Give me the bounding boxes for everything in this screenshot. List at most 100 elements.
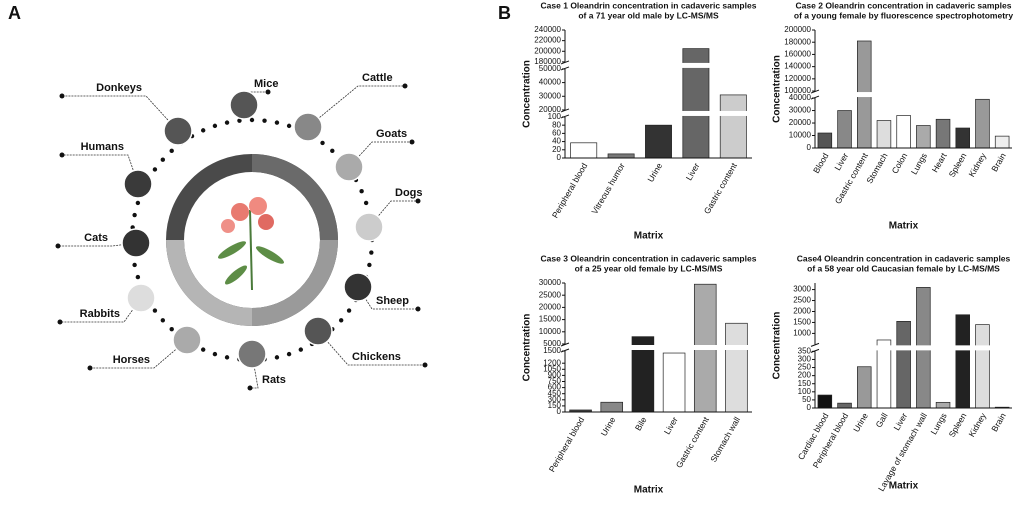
panel-label: B	[498, 3, 511, 23]
y-tick-label: 1000	[793, 329, 811, 338]
bar	[955, 127, 970, 149]
ring-dot	[274, 355, 280, 360]
ring-dot	[367, 262, 372, 268]
y-tick-label: 40000	[789, 93, 812, 102]
leader-line	[90, 339, 188, 369]
animal-node	[237, 339, 267, 369]
chart-title: Case 2 Oleandrin concentration in cadave…	[796, 0, 1012, 10]
panel-label: A	[8, 3, 21, 23]
y-tick-label: 250	[798, 363, 812, 372]
y-tick-label: 300	[798, 355, 812, 364]
ring-dot	[338, 318, 344, 323]
ring-dot	[169, 148, 174, 154]
chart-title: Case 3 Oleandrin concentration in cadave…	[541, 253, 757, 263]
ring-dot	[200, 128, 206, 133]
leader-line	[368, 200, 418, 228]
y-tick-label: 20000	[789, 118, 812, 127]
y-tick-label: 30000	[789, 106, 812, 115]
leader-end	[57, 319, 63, 325]
y-tick-label: 1500	[543, 346, 561, 355]
y-tick-label: 1200	[543, 358, 561, 367]
ring-dot	[369, 250, 374, 255]
leader-line	[348, 141, 412, 168]
ring-dot	[160, 157, 166, 162]
y-tick-label: 1500	[793, 318, 811, 327]
flower	[218, 197, 284, 291]
ring-dot	[169, 326, 174, 332]
animal-node	[293, 112, 323, 142]
leader-end	[415, 198, 421, 204]
ring-dot	[237, 118, 242, 123]
ring-dot	[212, 351, 218, 357]
chart-title: Case 1 Oleandrin concentration in cadave…	[541, 0, 757, 10]
y-tick-label: 200000	[534, 46, 561, 55]
ring-dot	[359, 188, 364, 194]
y-tick-label: 900	[548, 371, 562, 380]
animal-label: Cattle	[362, 72, 393, 84]
animal-node	[334, 152, 364, 182]
ring-dot	[135, 200, 141, 206]
ring-dot	[298, 347, 304, 352]
y-tick-label: 200000	[784, 25, 811, 34]
animal-label: Sheep	[376, 295, 409, 307]
y-tick-label: 100	[798, 387, 812, 396]
bar	[935, 401, 951, 409]
animal-node	[229, 90, 259, 120]
bar	[955, 314, 970, 409]
animal-node	[303, 316, 333, 346]
animal-label: Rats	[262, 374, 286, 386]
leader-end	[409, 139, 415, 145]
leader-line	[250, 353, 259, 389]
bar	[645, 124, 672, 159]
ring-dot	[212, 123, 218, 129]
x-axis-label: Matrix	[889, 481, 919, 492]
y-tick-label: 450	[548, 389, 562, 398]
y-tick-label: 0	[557, 407, 562, 416]
bar	[837, 110, 852, 149]
axis-break	[559, 110, 754, 116]
ring-dot	[286, 123, 292, 129]
animal-label: Humans	[81, 141, 124, 153]
y-tick-label: 80	[552, 120, 561, 129]
y-tick-label: 240000	[534, 25, 561, 34]
animal-label: Cats	[84, 232, 108, 244]
bar	[725, 322, 748, 413]
axis-break	[809, 345, 1014, 351]
ring-dot	[132, 212, 137, 218]
ring-dot	[274, 120, 280, 125]
leader-end	[422, 362, 428, 368]
x-axis-label: Matrix	[634, 231, 664, 242]
axis-break	[559, 62, 754, 68]
leader-end	[59, 152, 65, 158]
y-tick-label: 50000	[539, 64, 562, 73]
y-tick-label: 25000	[539, 290, 562, 299]
bar	[896, 115, 911, 149]
y-tick-label: 15000	[539, 315, 562, 324]
y-tick-label: 600	[548, 383, 562, 392]
y-tick-label: 0	[557, 153, 562, 162]
animal-node	[163, 116, 193, 146]
y-tick-label: 150	[798, 379, 812, 388]
y-tick-label: 2500	[793, 296, 811, 305]
y-tick-label: 120000	[784, 74, 811, 83]
chart-title: of a 25 year old female by LC-MS/MS	[575, 263, 723, 273]
animal-label: Rabbits	[80, 308, 120, 320]
y-tick-label: 50	[802, 395, 811, 404]
leader-end	[55, 243, 61, 249]
animal-label: Dogs	[395, 187, 423, 199]
y-tick-label: 20000	[539, 105, 562, 114]
ring-dot	[224, 355, 230, 360]
y-tick-label: 40	[552, 137, 561, 146]
chart-title: Case4 Oleandrin concentration in cadaver…	[797, 253, 1011, 263]
y-tick-label: 180000	[534, 57, 561, 66]
leader-end	[59, 93, 65, 99]
bar	[935, 118, 951, 149]
animal-label: Donkeys	[96, 82, 142, 94]
ring-dot	[224, 120, 230, 125]
center-ring	[166, 154, 338, 326]
bar	[817, 132, 833, 149]
ring-dot	[363, 200, 369, 206]
y-tick-label: 3000	[793, 285, 811, 294]
bar	[916, 125, 931, 149]
bar	[994, 135, 1010, 149]
